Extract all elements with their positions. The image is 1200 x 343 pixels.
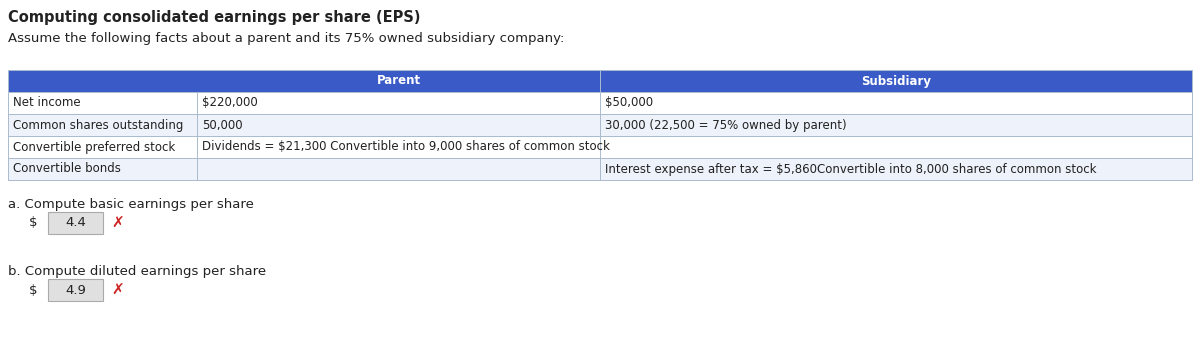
Text: ✗: ✗ xyxy=(112,283,124,297)
Bar xyxy=(48,279,103,301)
Text: $50,000: $50,000 xyxy=(605,96,653,109)
Bar xyxy=(8,92,1192,114)
Text: Dividends = $21,300 Convertible into 9,000 shares of common stock: Dividends = $21,300 Convertible into 9,0… xyxy=(203,141,611,154)
Text: Computing consolidated earnings per share (EPS): Computing consolidated earnings per shar… xyxy=(8,10,420,25)
Text: Interest expense after tax = $5,860Convertible into 8,000 shares of common stock: Interest expense after tax = $5,860Conve… xyxy=(605,163,1097,176)
Text: 4.9: 4.9 xyxy=(65,284,86,296)
Text: ✗: ✗ xyxy=(112,215,124,230)
Text: Convertible preferred stock: Convertible preferred stock xyxy=(13,141,175,154)
Bar xyxy=(8,136,1192,158)
Text: Assume the following facts about a parent and its 75% owned subsidiary company:: Assume the following facts about a paren… xyxy=(8,32,564,45)
Text: 30,000 (22,500 = 75% owned by parent): 30,000 (22,500 = 75% owned by parent) xyxy=(605,118,847,131)
Text: $: $ xyxy=(29,284,37,296)
Text: b. Compute diluted earnings per share: b. Compute diluted earnings per share xyxy=(8,265,266,278)
Text: Subsidiary: Subsidiary xyxy=(862,74,931,87)
Text: $220,000: $220,000 xyxy=(203,96,258,109)
Text: Common shares outstanding: Common shares outstanding xyxy=(13,118,184,131)
Text: Parent: Parent xyxy=(377,74,421,87)
Bar xyxy=(8,114,1192,136)
Bar xyxy=(8,70,1192,92)
Text: $: $ xyxy=(29,216,37,229)
Text: a. Compute basic earnings per share: a. Compute basic earnings per share xyxy=(8,198,254,211)
Bar xyxy=(8,158,1192,180)
Text: 50,000: 50,000 xyxy=(203,118,244,131)
Bar xyxy=(48,212,103,234)
Text: 4.4: 4.4 xyxy=(65,216,86,229)
Text: Convertible bonds: Convertible bonds xyxy=(13,163,121,176)
Text: Net income: Net income xyxy=(13,96,80,109)
